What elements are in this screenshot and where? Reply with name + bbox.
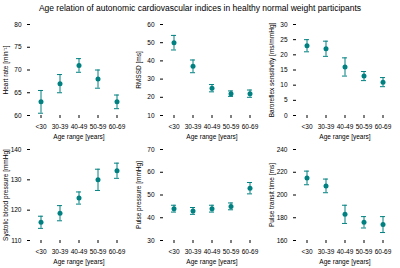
svg-text:110: 110 — [11, 237, 22, 244]
svg-text:30: 30 — [147, 237, 155, 244]
svg-text:Age range [years]: Age range [years] — [186, 258, 238, 266]
svg-text:30-39: 30-39 — [52, 248, 69, 255]
svg-text:40-49: 40-49 — [204, 248, 221, 255]
svg-text:<30: <30 — [168, 123, 179, 130]
svg-text:Age range [years]: Age range [years] — [186, 133, 238, 141]
html-text:Age relation of autonomic card: Age relation of autonomic cardiovascular… — [38, 3, 362, 13]
svg-text:Pulse pressure [mmHg]: Pulse pressure [mmHg] — [135, 161, 143, 229]
svg-text:80: 80 — [14, 21, 22, 28]
svg-text:140: 140 — [11, 146, 22, 153]
svg-text:60: 60 — [14, 112, 22, 119]
svg-text:240: 240 — [277, 146, 288, 153]
svg-text:<30: <30 — [301, 123, 312, 130]
svg-text:10: 10 — [280, 81, 288, 88]
svg-text:50: 50 — [147, 39, 155, 46]
svg-text:40-49: 40-49 — [337, 123, 354, 130]
svg-text:50-59: 50-59 — [223, 248, 240, 255]
svg-text:Age range [years]: Age range [years] — [53, 133, 105, 141]
svg-text:Age range [years]: Age range [years] — [53, 258, 105, 266]
svg-text:Baroreflex sensitivity [ms/mmH: Baroreflex sensitivity [ms/mmHg] — [268, 22, 276, 117]
svg-text:<30: <30 — [301, 248, 312, 255]
svg-text:60-69: 60-69 — [375, 123, 392, 130]
svg-text:70: 70 — [14, 66, 22, 73]
svg-text:Age range [years]: Age range [years] — [319, 258, 371, 266]
svg-text:Heart rate [min⁻¹]: Heart rate [min⁻¹] — [2, 45, 10, 94]
svg-text:40: 40 — [147, 57, 155, 64]
svg-text:200: 200 — [277, 191, 288, 198]
svg-text:5: 5 — [284, 96, 288, 103]
svg-text:60: 60 — [147, 21, 155, 28]
svg-text:40-49: 40-49 — [337, 248, 354, 255]
svg-text:60-69: 60-69 — [109, 248, 126, 255]
svg-text:30-39: 30-39 — [318, 123, 335, 130]
svg-text:50-59: 50-59 — [356, 248, 373, 255]
svg-text:40-49: 40-49 — [204, 123, 221, 130]
svg-text:30: 30 — [147, 75, 155, 82]
svg-text:50-59: 50-59 — [223, 123, 240, 130]
svg-text:75: 75 — [14, 43, 22, 50]
svg-text:60-69: 60-69 — [242, 123, 259, 130]
svg-text:20: 20 — [147, 93, 155, 100]
svg-text:<30: <30 — [35, 123, 46, 130]
svg-text:120: 120 — [11, 206, 22, 213]
svg-text:40-49: 40-49 — [71, 123, 88, 130]
svg-text:<30: <30 — [168, 248, 179, 255]
svg-text:30-39: 30-39 — [185, 123, 202, 130]
svg-text:20: 20 — [280, 51, 288, 58]
svg-text:15: 15 — [280, 66, 288, 73]
svg-text:60: 60 — [147, 168, 155, 175]
svg-text:30: 30 — [280, 21, 288, 28]
svg-text:Systolic blood pressure [mmHg]: Systolic blood pressure [mmHg] — [2, 149, 10, 241]
svg-text:220: 220 — [277, 168, 288, 175]
svg-text:10: 10 — [147, 112, 155, 119]
svg-text:65: 65 — [14, 89, 22, 96]
svg-text:60-69: 60-69 — [242, 248, 259, 255]
svg-text:50-59: 50-59 — [90, 248, 107, 255]
svg-text:160: 160 — [277, 237, 288, 244]
svg-text:60-69: 60-69 — [109, 123, 126, 130]
svg-text:Pulse transit time [ms]: Pulse transit time [ms] — [268, 163, 276, 227]
svg-text:50-59: 50-59 — [90, 123, 107, 130]
svg-text:50: 50 — [147, 191, 155, 198]
svg-text:50-59: 50-59 — [356, 123, 373, 130]
svg-text:180: 180 — [277, 214, 288, 221]
svg-text:40-49: 40-49 — [71, 248, 88, 255]
svg-text:30-39: 30-39 — [318, 248, 335, 255]
svg-text:30-39: 30-39 — [185, 248, 202, 255]
svg-text:Age range [years]: Age range [years] — [319, 133, 371, 141]
svg-text:RMSSD [ms]: RMSSD [ms] — [135, 51, 143, 89]
svg-text:<30: <30 — [35, 248, 46, 255]
svg-text:30-39: 30-39 — [52, 123, 69, 130]
svg-text:130: 130 — [11, 176, 22, 183]
svg-text:40: 40 — [147, 214, 155, 221]
svg-text:70: 70 — [147, 146, 155, 153]
svg-text:60-69: 60-69 — [375, 248, 392, 255]
svg-text:25: 25 — [280, 36, 288, 43]
svg-text:0: 0 — [284, 112, 288, 119]
